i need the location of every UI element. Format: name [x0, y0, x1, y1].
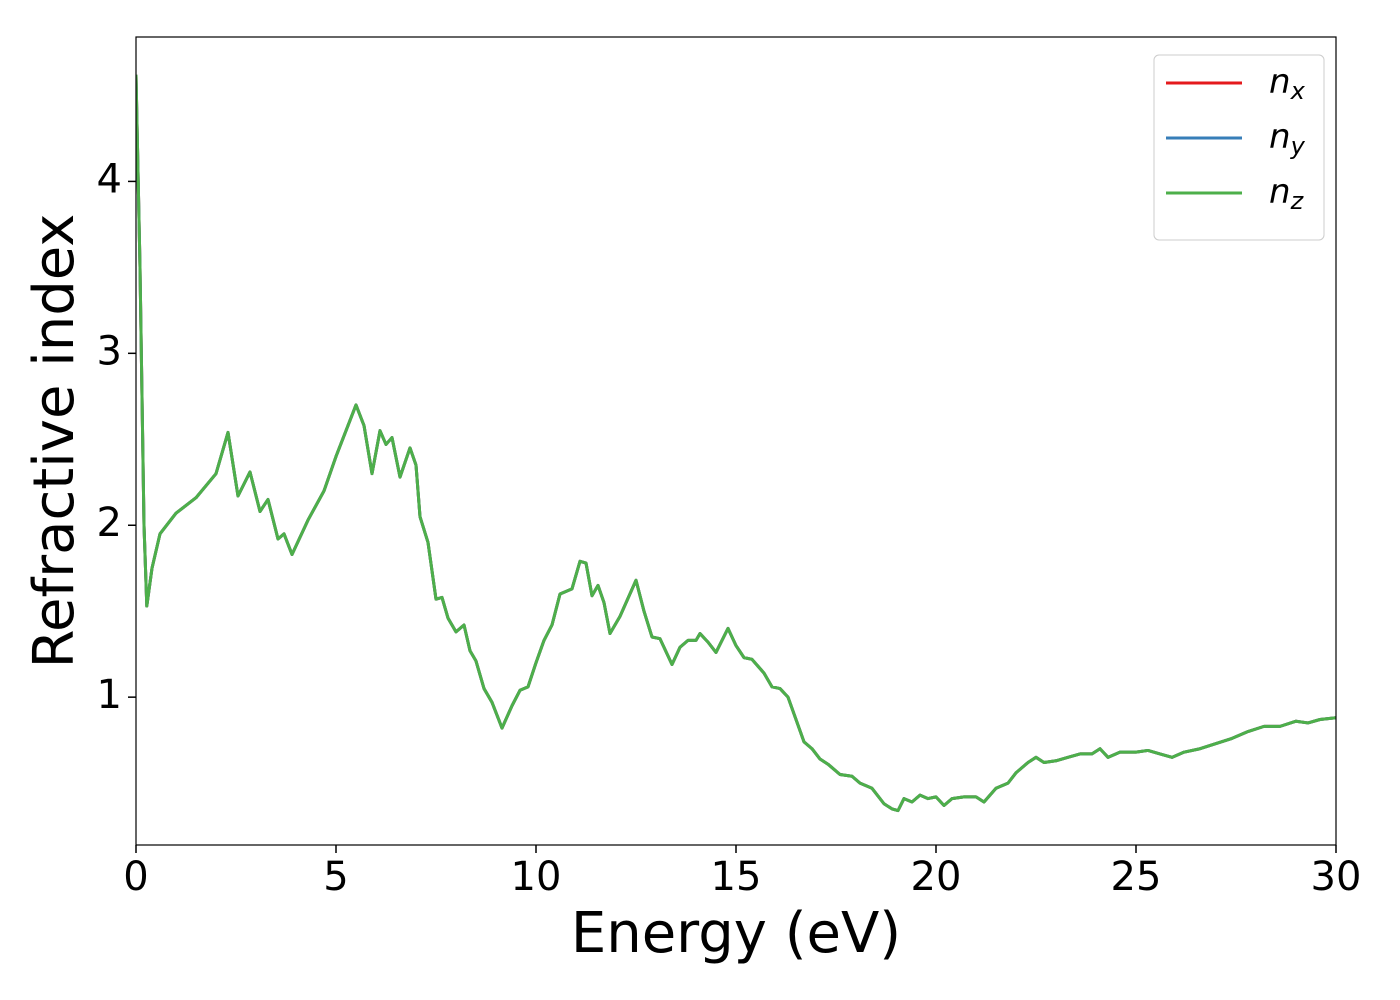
y-tick-label: 4: [97, 156, 122, 202]
x-tick-label: 15: [711, 854, 762, 900]
x-tick-label: 10: [511, 854, 562, 900]
x-tick-label: 5: [323, 854, 348, 900]
data-line: [136, 74, 1336, 813]
plot-frame: [135, 36, 1337, 846]
y-tick-label: 2: [97, 500, 122, 546]
x-tick-label: 30: [1311, 854, 1362, 900]
y-tick-label: 3: [97, 328, 122, 374]
x-axis-label: Energy (eV): [571, 901, 901, 966]
x-tick-label: 0: [123, 854, 148, 900]
legend-label: nx: [1269, 62, 1306, 106]
y-tick-label: 1: [97, 672, 122, 718]
legend-label: nz: [1269, 172, 1305, 216]
legend-label: ny: [1269, 117, 1306, 161]
x-tick-label: 25: [1111, 854, 1162, 900]
x-tick-label: 20: [911, 854, 962, 900]
y-axis-label: Refractive index: [22, 214, 87, 669]
